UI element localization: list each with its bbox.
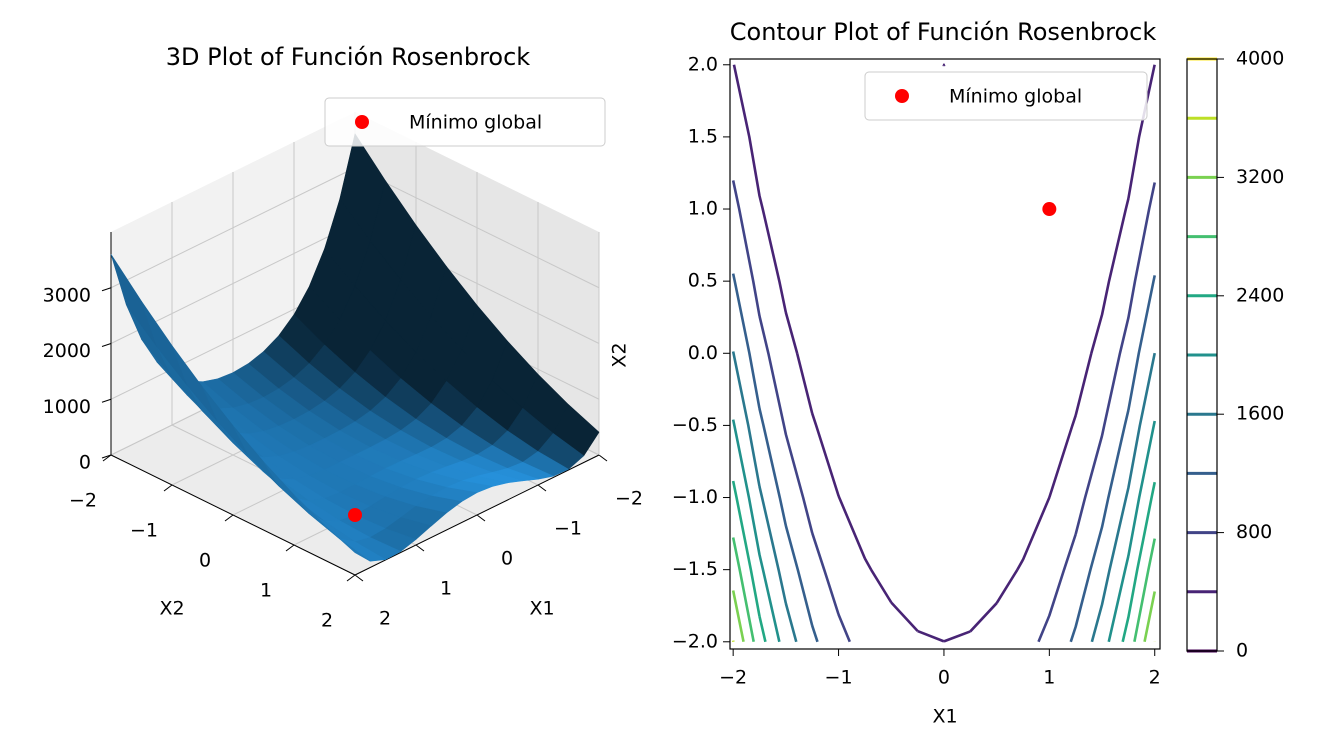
contour-line (731, 480, 1157, 643)
tick-mark (285, 544, 295, 552)
tick-mark (476, 514, 486, 522)
z-tick-label: 2000 (43, 340, 91, 362)
colorbar-tick-label: 0 (1236, 640, 1248, 662)
contour-line (731, 419, 1157, 643)
tick-mark (101, 287, 112, 292)
marker (348, 508, 362, 522)
tick-mark (224, 514, 234, 522)
marker (1042, 202, 1057, 217)
colorbar-tick-label: 800 (1236, 521, 1272, 543)
surface-facet (324, 524, 371, 562)
x-tick-label: −1 (825, 667, 853, 689)
x-tick-label: −2 (615, 488, 643, 510)
y-tick-label: 1.5 (688, 125, 718, 147)
x-axis-label: X1 (529, 598, 554, 620)
tick-mark (101, 398, 112, 403)
z-tick-label: 1000 (43, 396, 91, 418)
colorbar-tick-label: 1600 (1236, 403, 1284, 425)
legend-box (864, 71, 1148, 121)
x-axis-label: X1 (932, 706, 957, 728)
tick-mark (415, 544, 425, 552)
x-tick-label: 1 (440, 578, 452, 600)
tick-mark (354, 574, 364, 582)
colorbar-frame (1186, 58, 1218, 652)
legend-box (324, 97, 606, 147)
y-tick-label: −0.5 (672, 414, 718, 436)
y-tick-label: 1 (260, 580, 272, 602)
x-tick-label: 1 (1043, 667, 1055, 689)
z-tick-label: 0 (79, 452, 91, 474)
surface-panel: −2 −1 0 1 2 −2 −1 0 1 2 0 1000 2000 3000 X1 X2 3D Plot o… (43, 43, 643, 632)
grid-line (110, 167, 356, 289)
contour-panel: −2 −1 0 1 2 −2.0 −1.5 −1.0 −0.5 0.0 0.5 1.0 1.5 2.0 X1… (609, 18, 1285, 728)
plot-area (731, 63, 1157, 643)
contour-line (731, 273, 1157, 643)
legend-label: Mínimo global (949, 86, 1082, 108)
contour-line (731, 590, 1157, 643)
tick-mark (101, 343, 112, 347)
y-tick-label: −1 (130, 520, 158, 542)
x-tick-label: −2 (719, 667, 747, 689)
y-axis-label: X2 (159, 598, 184, 620)
x-tick-label: 2 (379, 608, 391, 630)
contour-line (731, 537, 1157, 643)
legend-marker (355, 115, 369, 129)
contour-line (731, 351, 1157, 643)
chart-title: 3D Plot of Función Rosenbrock (166, 43, 531, 71)
y-tick-label: −1.0 (672, 486, 718, 508)
x-tick-label: 2 (1149, 667, 1161, 689)
z-tick-label: 3000 (43, 284, 91, 306)
x-tick-label: −1 (554, 518, 582, 540)
chart-title: Contour Plot of Función Rosenbrock (730, 18, 1157, 46)
contour-line (731, 180, 1157, 643)
tick-mark (346, 574, 356, 582)
y-tick-label: −2.0 (672, 630, 718, 652)
x-tick-label: 0 (938, 667, 950, 689)
colorbar-tick-label: 2400 (1236, 284, 1284, 306)
y-tick-label: −1.5 (672, 558, 718, 580)
tick-mark (598, 454, 608, 462)
tick-mark (101, 454, 112, 459)
y-tick-label: 0 (199, 550, 211, 572)
x-tick-label: 0 (501, 548, 513, 570)
axis-line (354, 454, 600, 576)
y-tick-label: 1.0 (688, 198, 718, 220)
tick-mark (537, 484, 547, 492)
y-tick-label: 0.0 (688, 342, 718, 364)
legend-label: Mínimo global (409, 112, 542, 134)
colorbar-tick-label: 3200 (1236, 166, 1284, 188)
colorbar-tick-label: 4000 (1236, 48, 1284, 70)
tick-mark (163, 484, 173, 492)
grid-line (354, 167, 600, 289)
contour-line (732, 63, 1156, 643)
y-tick-label: 0.5 (688, 270, 718, 292)
contour-line (731, 640, 1156, 643)
axis-line (110, 454, 356, 576)
plot-frame (729, 58, 1161, 650)
y-tick-label: −2 (69, 490, 97, 512)
legend-marker (895, 89, 909, 103)
y-tick-label: 2 (321, 610, 333, 632)
y-axis-label: X2 (609, 342, 631, 367)
y-tick-label: 2.0 (688, 53, 718, 75)
tick-mark (102, 454, 112, 462)
